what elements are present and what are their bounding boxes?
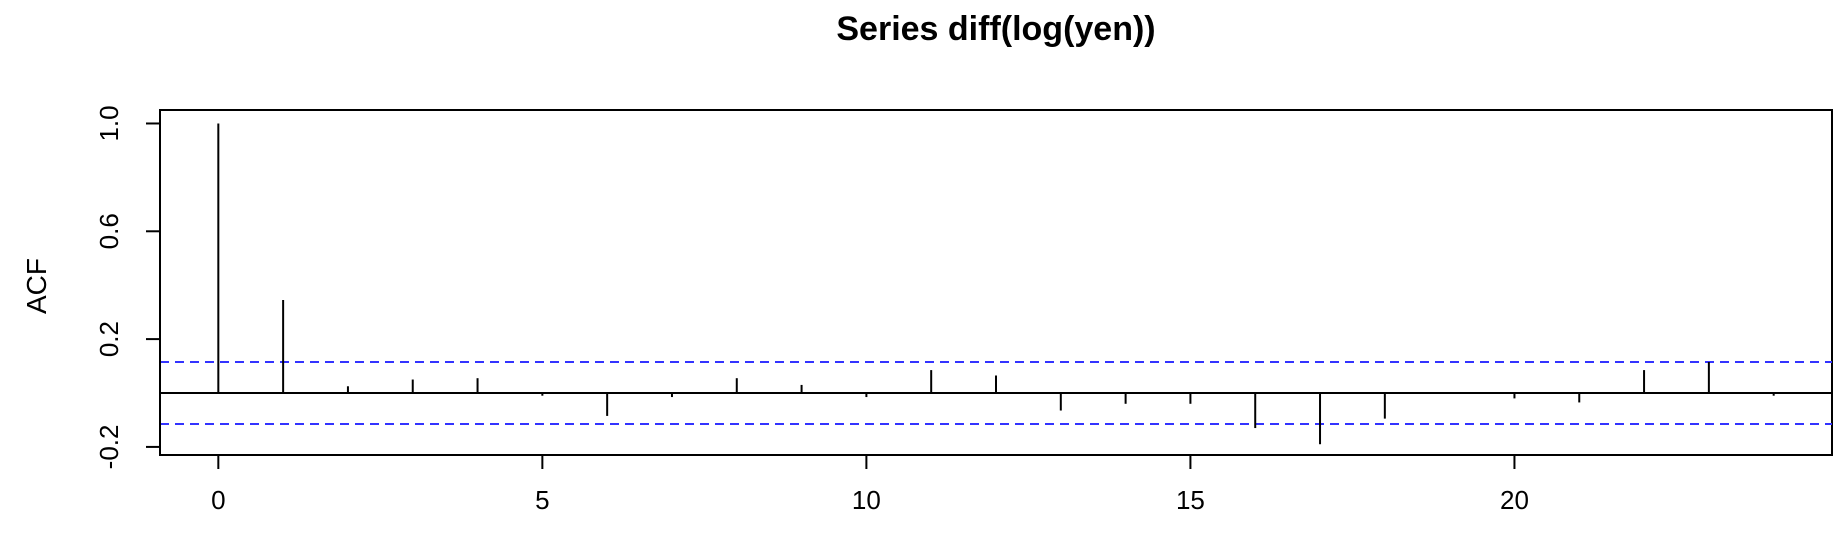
- y-axis: -0.2 0.2 0.6 1.0: [94, 105, 161, 470]
- y-tick-label: -0.2: [94, 425, 124, 470]
- x-tick-label: 5: [535, 485, 549, 515]
- confidence-bounds: [160, 361, 1832, 426]
- plot-frame: [159, 109, 1833, 456]
- x-axis: 0 5 10 15 20: [211, 454, 1529, 515]
- x-tick-label: 15: [1176, 485, 1205, 515]
- acf-bars: [217, 123, 1775, 445]
- y-tick-label: 0.2: [94, 321, 124, 357]
- y-tick-label: 1.0: [94, 105, 124, 141]
- x-tick-label: 0: [211, 485, 225, 515]
- y-axis-label: ACF: [21, 258, 52, 314]
- chart-title: Series diff(log(yen)): [836, 10, 1155, 48]
- x-tick-label: 20: [1500, 485, 1529, 515]
- x-tick-label: 10: [852, 485, 881, 515]
- y-tick-label: 0.6: [94, 213, 124, 249]
